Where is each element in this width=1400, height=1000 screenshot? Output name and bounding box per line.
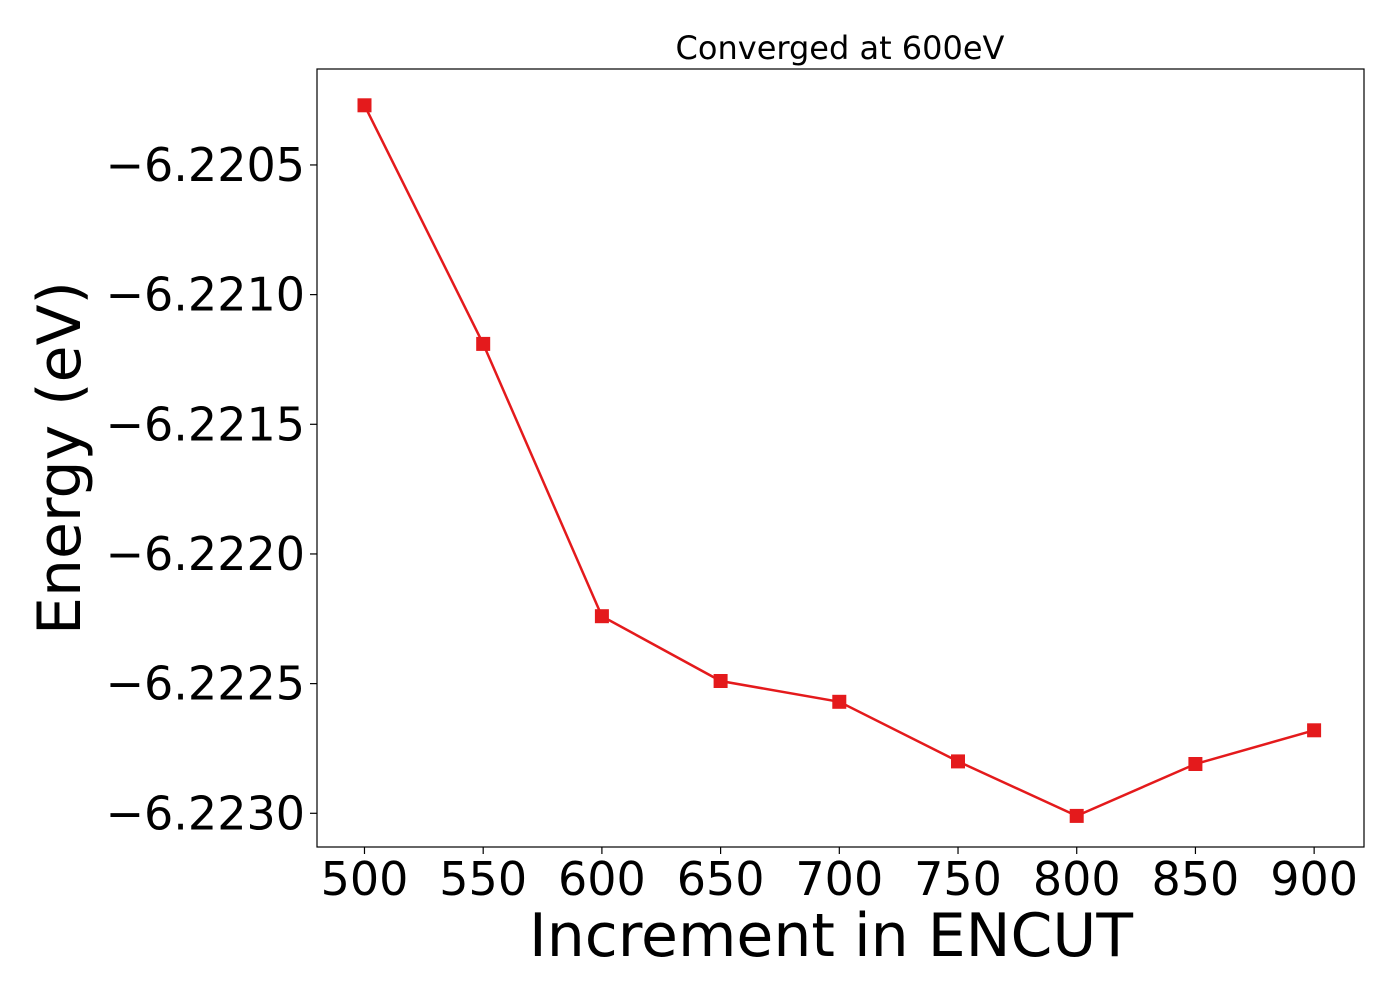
x-tick-label: 850 xyxy=(1152,852,1240,906)
x-tick-label: 800 xyxy=(1033,852,1121,906)
x-tick-label: 750 xyxy=(914,852,1002,906)
y-tick-label: −6.2215 xyxy=(106,397,306,451)
data-point-marker xyxy=(357,98,372,113)
x-tick-label: 700 xyxy=(795,852,883,906)
plot-frame xyxy=(316,68,1365,848)
x-tick-label: 550 xyxy=(439,852,527,906)
x-axis-label: Increment in ENCUT xyxy=(529,901,1133,971)
y-tick-label: −6.2210 xyxy=(106,268,306,322)
y-tick-label: −6.2220 xyxy=(106,527,306,581)
x-tick-label: 600 xyxy=(558,852,646,906)
y-tick-label: −6.2230 xyxy=(106,786,306,840)
data-point-marker xyxy=(1069,808,1084,823)
data-point-marker xyxy=(713,674,728,688)
y-tick-label: −6.2205 xyxy=(106,138,306,192)
x-tick-label: 650 xyxy=(677,852,765,906)
y-tick-label: −6.2225 xyxy=(106,657,306,711)
x-tick-label: 900 xyxy=(1270,852,1358,906)
data-point-marker xyxy=(476,336,491,351)
energy-series-markers xyxy=(357,98,1322,823)
data-point-marker xyxy=(832,694,847,709)
data-point-marker xyxy=(1307,723,1322,738)
data-point-marker xyxy=(951,754,965,769)
data-point-marker xyxy=(1188,757,1203,771)
y-axis-label: Energy (eV) xyxy=(25,281,95,635)
x-tick-label: 500 xyxy=(321,852,409,906)
data-point-marker xyxy=(594,609,609,624)
y-axis-ticks: −6.2205 −6.2210 −6.2215 −6.2220 −6.2225 −6.22… xyxy=(106,138,317,840)
chart-title: Converged at 600eV xyxy=(676,29,1005,67)
x-axis-ticks: 500 550 600 650 700 750 800 850 900 xyxy=(321,847,1358,906)
